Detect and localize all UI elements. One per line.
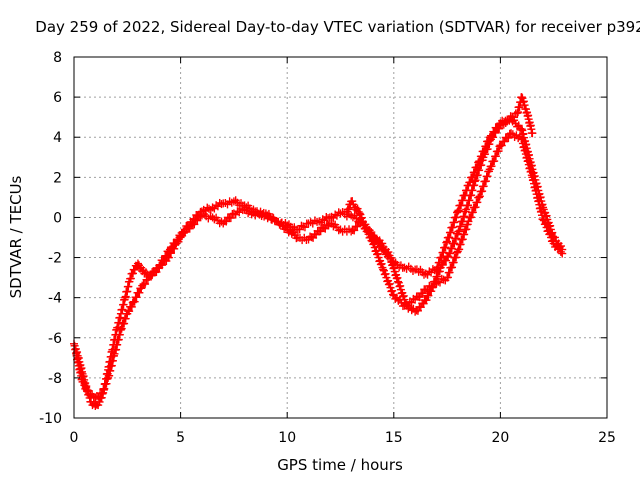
data-point [487,124,504,142]
axis-ticks [73,56,608,419]
data-point [411,265,429,279]
plot-frame [73,56,608,419]
data-point [315,220,333,236]
y-tick-label: -10 [39,411,62,427]
grid-lines [74,57,607,418]
data-point [129,284,146,306]
x-tick-label: 10 [278,430,296,446]
x-axis-title: GPS time / hours [277,456,403,474]
data-point [368,237,387,272]
data-point [428,267,444,292]
y-tick-labels: -10 -8 -6 -4 -2 0 2 4 6 8 [39,50,62,427]
data-point [479,135,496,162]
data-point [123,298,137,318]
data-point [445,229,461,258]
chart-title: Day 259 of 2022, Sidereal Day-to-day VTE… [35,18,640,36]
data-point [402,301,418,315]
data-markers [70,93,567,410]
data-point [443,208,462,246]
y-tick-label: -4 [48,291,62,307]
data-point [293,219,311,234]
data-point [549,239,565,256]
data-point [436,252,453,272]
y-tick-label: 4 [53,130,62,146]
y-tick-label: 8 [53,50,62,66]
x-tick-label: 15 [385,430,403,446]
data-point [359,221,376,238]
data-point [219,209,237,228]
data-point [251,208,268,221]
data-point [528,173,547,224]
data-point [464,193,483,226]
data-point [443,248,461,282]
x-tick-label: 20 [491,430,509,446]
data-point [385,251,402,283]
data-point [187,212,205,230]
data-point [87,397,98,410]
data-point [539,215,557,246]
series-2 [72,129,567,402]
y-tick-label: -6 [48,331,62,347]
series-3 [342,93,537,316]
y-tick-label: -2 [48,251,62,267]
x-tick-label: 0 [70,430,79,446]
data-point [272,217,290,233]
data-point [558,249,567,258]
y-tick-label: 0 [53,210,62,226]
data-point [507,129,524,143]
data-point [496,129,514,150]
y-axis-title: SDTVAR / TECUs [7,175,25,298]
x-tick-label: 5 [176,430,185,446]
data-point [411,285,429,304]
data-point [521,105,536,138]
data-point [78,377,93,396]
data-point [528,129,537,138]
y-tick-label: 6 [53,90,62,106]
data-point [504,109,520,124]
data-point [176,223,194,240]
data-point [453,220,472,256]
x-tick-labels: 0 5 10 15 20 25 [70,430,616,446]
data-point [394,277,410,308]
y-tick-label: 2 [53,170,62,186]
data-point [351,203,363,216]
x-tick-label: 25 [598,430,616,446]
data-point [325,219,343,235]
y-tick-label: -8 [48,371,62,387]
data-point [104,351,118,382]
